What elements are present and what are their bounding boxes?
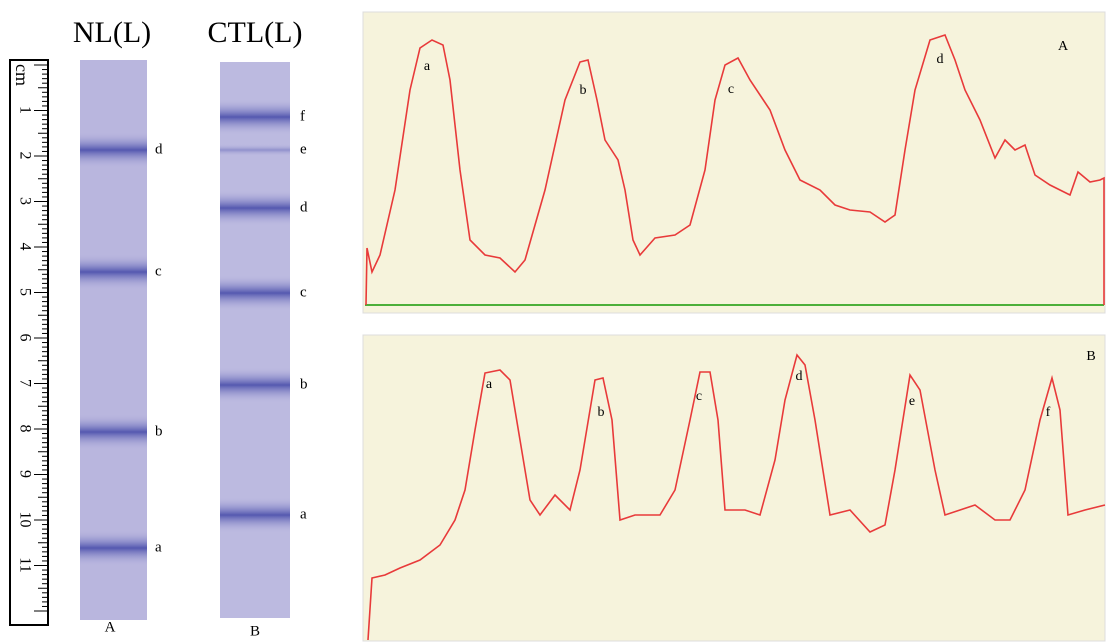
ruler-number: 1	[16, 106, 33, 114]
band	[220, 144, 290, 156]
peak-label: e	[909, 394, 915, 409]
strip-title: CTL(L)	[208, 16, 303, 49]
ruler-number: 10	[16, 512, 33, 528]
band-label: b	[155, 423, 163, 439]
band	[80, 132, 147, 168]
peak-label: a	[486, 377, 493, 392]
peak-label: b	[580, 83, 587, 98]
band	[220, 367, 290, 403]
ruler-number: 7	[16, 379, 33, 387]
peak-label: a	[424, 59, 431, 74]
peak-label: d	[796, 369, 803, 384]
ruler-unit: cm	[12, 64, 32, 86]
peak-label: c	[728, 82, 734, 97]
band	[220, 99, 290, 135]
panel-label: B	[1086, 349, 1095, 364]
band-label: a	[155, 539, 162, 555]
trace-a	[365, 34, 1105, 306]
strip-title: NL(L)	[73, 16, 151, 49]
band-label: a	[300, 506, 307, 522]
band	[80, 414, 147, 450]
ruler-number: 11	[16, 557, 33, 572]
trace-b	[367, 353, 1106, 641]
band	[220, 275, 290, 311]
panel-a	[362, 11, 1106, 314]
band-label: f	[300, 108, 305, 124]
ruler-number: 2	[16, 152, 33, 160]
peak-label: b	[598, 405, 605, 420]
band-label: d	[300, 199, 308, 215]
band-label: c	[300, 284, 307, 300]
strip-caption: A	[105, 619, 116, 635]
band	[220, 497, 290, 533]
panel-b	[362, 334, 1106, 642]
ruler-number: 4	[16, 243, 33, 251]
ruler-number: 8	[16, 425, 33, 433]
ruler-number: 9	[16, 470, 33, 478]
panel-label: A	[1058, 39, 1069, 54]
peak-label: d	[937, 52, 944, 67]
ruler-number: 6	[16, 334, 33, 342]
ruler-number: 5	[16, 288, 33, 296]
ruler	[9, 59, 49, 626]
band	[80, 530, 147, 566]
peak-label: c	[696, 389, 702, 404]
band	[80, 254, 147, 290]
strip-caption: B	[250, 623, 260, 639]
band-label: c	[155, 263, 162, 279]
peak-label: f	[1046, 405, 1051, 420]
band-label: b	[300, 376, 308, 392]
band	[220, 190, 290, 226]
ruler-number: 3	[16, 197, 33, 205]
band-label: e	[300, 141, 307, 157]
band-label: d	[155, 141, 163, 157]
